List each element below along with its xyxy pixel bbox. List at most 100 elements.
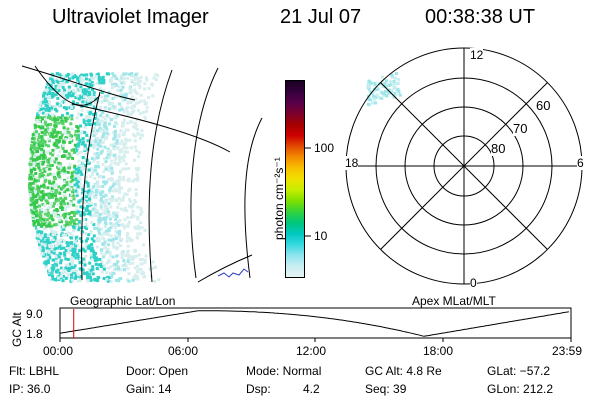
emission-pixel (130, 74, 134, 78)
emission-pixel (114, 198, 118, 202)
emission-pixel (111, 189, 115, 193)
emission-pixel (77, 88, 81, 92)
emission-pixel (63, 184, 67, 188)
emission-pixel (68, 155, 72, 159)
emission-pixel (40, 144, 44, 148)
emission-pixel (43, 233, 47, 237)
emission-pixel (31, 196, 35, 200)
left-panel-label: Geographic Lat/Lon (70, 294, 176, 308)
emission-pixel (31, 216, 35, 220)
emission-pixel (49, 92, 53, 96)
emission-pixel (72, 254, 76, 258)
emission-pixel (79, 205, 83, 209)
emission-pixel (47, 223, 51, 227)
emission-pixel (145, 78, 149, 82)
emission-pixel (48, 157, 52, 161)
emission-pixel (70, 114, 74, 118)
emission-pixel (94, 100, 97, 104)
emission-pixel (88, 84, 92, 88)
emission-pixel (75, 150, 79, 154)
emission-pixel (44, 94, 48, 98)
emission-pixel (56, 142, 60, 146)
emission-pixel (127, 256, 131, 259)
emission-pixel (87, 233, 91, 237)
emission-pixel (72, 170, 76, 174)
emission-pixel (44, 130, 48, 134)
emission-pixel (56, 141, 60, 145)
emission-pixel (74, 189, 78, 193)
emission-pixel (62, 126, 66, 130)
emission-pixel (47, 272, 51, 276)
emission-pixel (133, 121, 137, 125)
emission-pixel (135, 149, 138, 153)
emission-pixel (50, 78, 54, 82)
emission-pixel (87, 200, 91, 204)
emission-pixel (387, 91, 391, 95)
emission-pixel (41, 107, 45, 111)
emission-pixel (56, 118, 60, 122)
emission-pixel (53, 209, 57, 213)
emission-pixel (37, 136, 41, 140)
emission-pixel (113, 245, 117, 249)
emission-pixel (31, 157, 35, 161)
emission-pixel (51, 81, 55, 85)
emission-pixel (68, 244, 72, 248)
emission-pixel (81, 197, 85, 201)
emission-pixel (42, 167, 46, 171)
emission-pixel (48, 172, 52, 176)
emission-pixel (76, 78, 80, 82)
emission-pixel (135, 192, 138, 196)
emission-pixel (102, 200, 106, 204)
emission-pixel (85, 210, 89, 214)
mlt-label-18: 18 (345, 156, 359, 170)
emission-pixel (57, 242, 61, 246)
emission-pixel (37, 164, 41, 168)
emission-pixel (387, 84, 391, 87)
emission-pixel (89, 278, 93, 282)
emission-pixel (88, 78, 92, 82)
emission-pixel (71, 197, 75, 200)
emission-pixel (85, 90, 89, 93)
emission-pixel (59, 220, 63, 224)
emission-pixel (60, 271, 64, 275)
emission-pixel (56, 86, 60, 90)
emission-pixel (71, 219, 75, 223)
emission-pixel (48, 205, 52, 209)
emission-pixel (93, 132, 97, 136)
emission-pixel (81, 100, 85, 104)
emission-pixel (49, 114, 53, 118)
emission-pixel (95, 184, 99, 188)
emission-pixel (110, 199, 114, 203)
emission-pixel (73, 228, 77, 232)
emission-pixel (73, 246, 77, 250)
emission-pixel (94, 100, 98, 104)
emission-pixel (129, 205, 133, 209)
emission-pixel (139, 75, 143, 79)
emission-pixel (40, 101, 44, 105)
emission-pixel (36, 225, 40, 229)
emission-pixel (71, 94, 75, 98)
emission-pixel (38, 104, 42, 108)
emission-pixel (84, 88, 88, 92)
emission-pixel (47, 109, 51, 113)
emission-pixel (45, 88, 49, 92)
emission-pixel (107, 165, 111, 169)
emission-pixel (124, 107, 128, 111)
emission-pixel (114, 212, 117, 216)
emission-pixel (95, 279, 99, 282)
emission-pixel (46, 94, 50, 98)
emission-pixel (68, 231, 72, 235)
emission-pixel (100, 201, 104, 205)
emission-pixel (45, 218, 49, 222)
emission-pixel (382, 92, 386, 96)
emission-pixel (122, 143, 126, 147)
emission-pixel (64, 96, 68, 100)
emission-pixel (78, 223, 82, 227)
emission-pixel (28, 173, 32, 177)
emission-pixel (58, 245, 62, 249)
emission-pixel (81, 268, 85, 272)
emission-pixel (46, 132, 50, 136)
emission-pixel (61, 82, 65, 86)
altitude-ylabel: GC Alt (10, 312, 24, 347)
emission-pixel (133, 277, 137, 281)
